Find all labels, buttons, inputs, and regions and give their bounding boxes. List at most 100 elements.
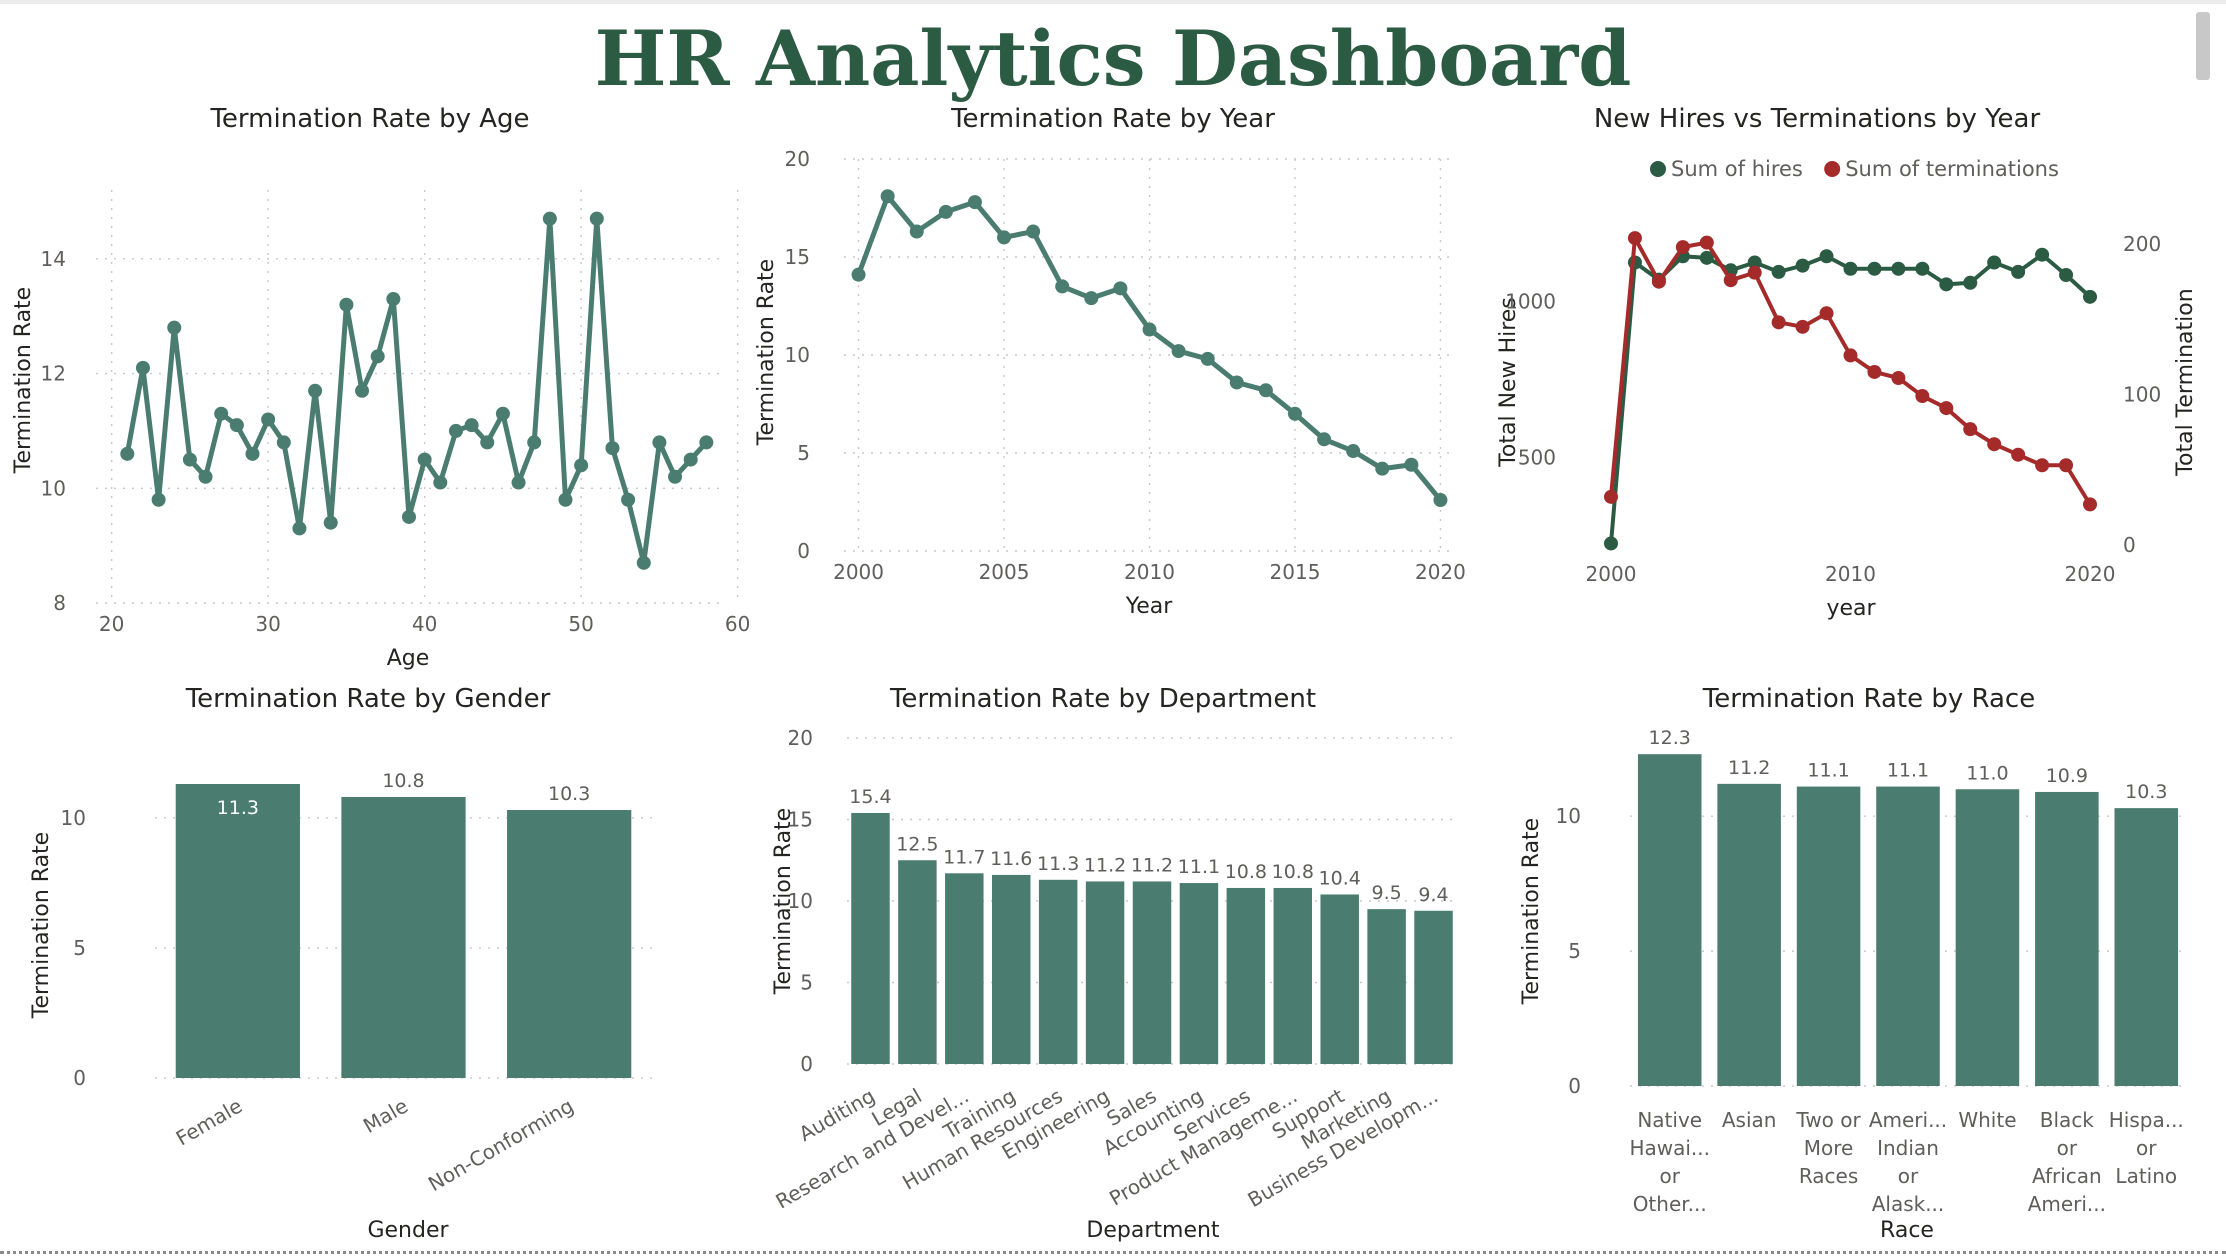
data-point [574, 458, 589, 473]
data-point [621, 492, 636, 507]
x-axis-title: Department [1086, 1218, 1220, 1243]
age-chart[interactable]: Termination Rate by Age Age Termination Ra… [0, 95, 750, 685]
x-tick-label: 2020 [2065, 562, 2116, 586]
data-label: 11.3 [1037, 853, 1079, 875]
category-label: Black [2040, 1108, 2095, 1132]
data-point [323, 515, 338, 530]
vertical-scrollbar[interactable] [2196, 12, 2210, 80]
data-point [386, 291, 401, 306]
category-label: Auditing [795, 1084, 879, 1146]
category-label: or [2057, 1136, 2078, 1160]
category-label: Ameri... [2028, 1192, 2106, 1216]
data-point [2059, 458, 2074, 473]
data-point [1819, 306, 1834, 321]
y2-tick-label: 200 [2123, 232, 2161, 256]
y-axis-title: Termination Rate [771, 808, 796, 995]
x-axis-title: year [1826, 596, 1876, 621]
data-point [261, 412, 276, 427]
y-tick-label: 0 [73, 1066, 86, 1090]
bar [1876, 786, 1940, 1086]
y-tick-label: 12 [41, 362, 66, 386]
data-point [2011, 447, 2026, 462]
data-point [1891, 371, 1906, 385]
y-axis-title: Termination Rate [754, 259, 779, 446]
category-label: African [2032, 1164, 2102, 1188]
data-point [1747, 255, 1762, 270]
category-label: Native [1637, 1108, 1702, 1132]
bar [341, 797, 466, 1078]
data-point [967, 195, 982, 210]
x-tick-label: 2010 [1124, 560, 1175, 584]
data-point [1084, 291, 1099, 306]
category-label: Hawai... [1629, 1136, 1710, 1160]
data-point [276, 435, 291, 450]
x-axis-title: Race [1880, 1218, 1934, 1243]
y-tick-label: 5 [800, 971, 813, 995]
data-point [1891, 261, 1906, 276]
data-point [1171, 344, 1186, 359]
category-label: or [2136, 1136, 2157, 1160]
category-label: Two or [1795, 1108, 1861, 1132]
category-label: Hispa... [2109, 1108, 2184, 1132]
data-point [851, 267, 866, 282]
bar [1637, 754, 1702, 1086]
category-label: Male [359, 1094, 412, 1138]
chart-title: Termination Rate by Race [1702, 684, 2035, 714]
bar [507, 810, 632, 1078]
x-tick-label: 2005 [979, 560, 1030, 584]
chart-title: Termination Rate by Year [950, 104, 1275, 134]
y-tick-label: 14 [41, 247, 66, 271]
race-chart[interactable]: Termination Rate by Race Race Termination … [1480, 675, 2190, 1250]
category-label: or [1659, 1164, 1680, 1188]
legend-marker [1650, 161, 1666, 177]
series-line [124, 216, 709, 566]
data-label: 10.8 [1272, 861, 1314, 883]
data-label: 11.7 [943, 846, 985, 868]
department-chart[interactable]: Termination Rate by Department Department… [740, 675, 1480, 1250]
data-label: 10.3 [2125, 781, 2167, 803]
data-point [1026, 224, 1041, 239]
category-label: Other... [1633, 1192, 1707, 1216]
y-tick-label: 10 [785, 343, 810, 367]
data-point [355, 383, 370, 398]
x-tick-label: 20 [99, 612, 124, 636]
data-point [1963, 275, 1978, 290]
data-point [1346, 444, 1361, 459]
data-point [1771, 264, 1786, 279]
y-tick-label: 5 [1568, 939, 1581, 963]
data-point [214, 406, 229, 421]
y-tick-label: 10 [1556, 804, 1581, 828]
data-point [668, 469, 683, 484]
bar [945, 873, 984, 1064]
data-point [1963, 422, 1978, 437]
secondary-y-axis-title: Total Termination [2173, 288, 2198, 476]
data-point [120, 446, 135, 461]
gender-chart[interactable]: Termination Rate by Gender Gender Terminat… [0, 675, 740, 1250]
bar [1226, 887, 1266, 1064]
page-title: HR Analytics Dashboard [594, 14, 1632, 103]
category-label: Latino [2115, 1164, 2177, 1188]
y-tick-label: 20 [785, 147, 810, 171]
data-point [938, 204, 953, 219]
top-border [0, 0, 2226, 4]
data-label: 10.8 [1225, 861, 1267, 883]
data-label: 11.1 [1887, 760, 1929, 782]
hires-vs-terminations-chart[interactable]: New Hires vs Terminations by Year year Tot… [1480, 95, 2198, 685]
bar [1273, 887, 1313, 1064]
category-label: Non-Conforming [424, 1094, 578, 1197]
data-point [683, 452, 698, 467]
year-chart[interactable]: Termination Rate by Year Year Termination … [740, 95, 1480, 685]
chart-title: Termination Rate by Gender [185, 684, 551, 714]
data-point [542, 211, 557, 226]
y-tick-label: 0 [1568, 1074, 1581, 1098]
category-label: More [1804, 1136, 1854, 1160]
data-point [417, 452, 432, 467]
data-point [1939, 401, 1954, 416]
data-point [245, 446, 260, 461]
data-point [2011, 264, 2026, 279]
bar [1796, 786, 1861, 1086]
data-point [1795, 319, 1810, 334]
bar [991, 874, 1031, 1064]
data-label: 10.4 [1319, 867, 1361, 889]
data-point [1987, 255, 2002, 270]
